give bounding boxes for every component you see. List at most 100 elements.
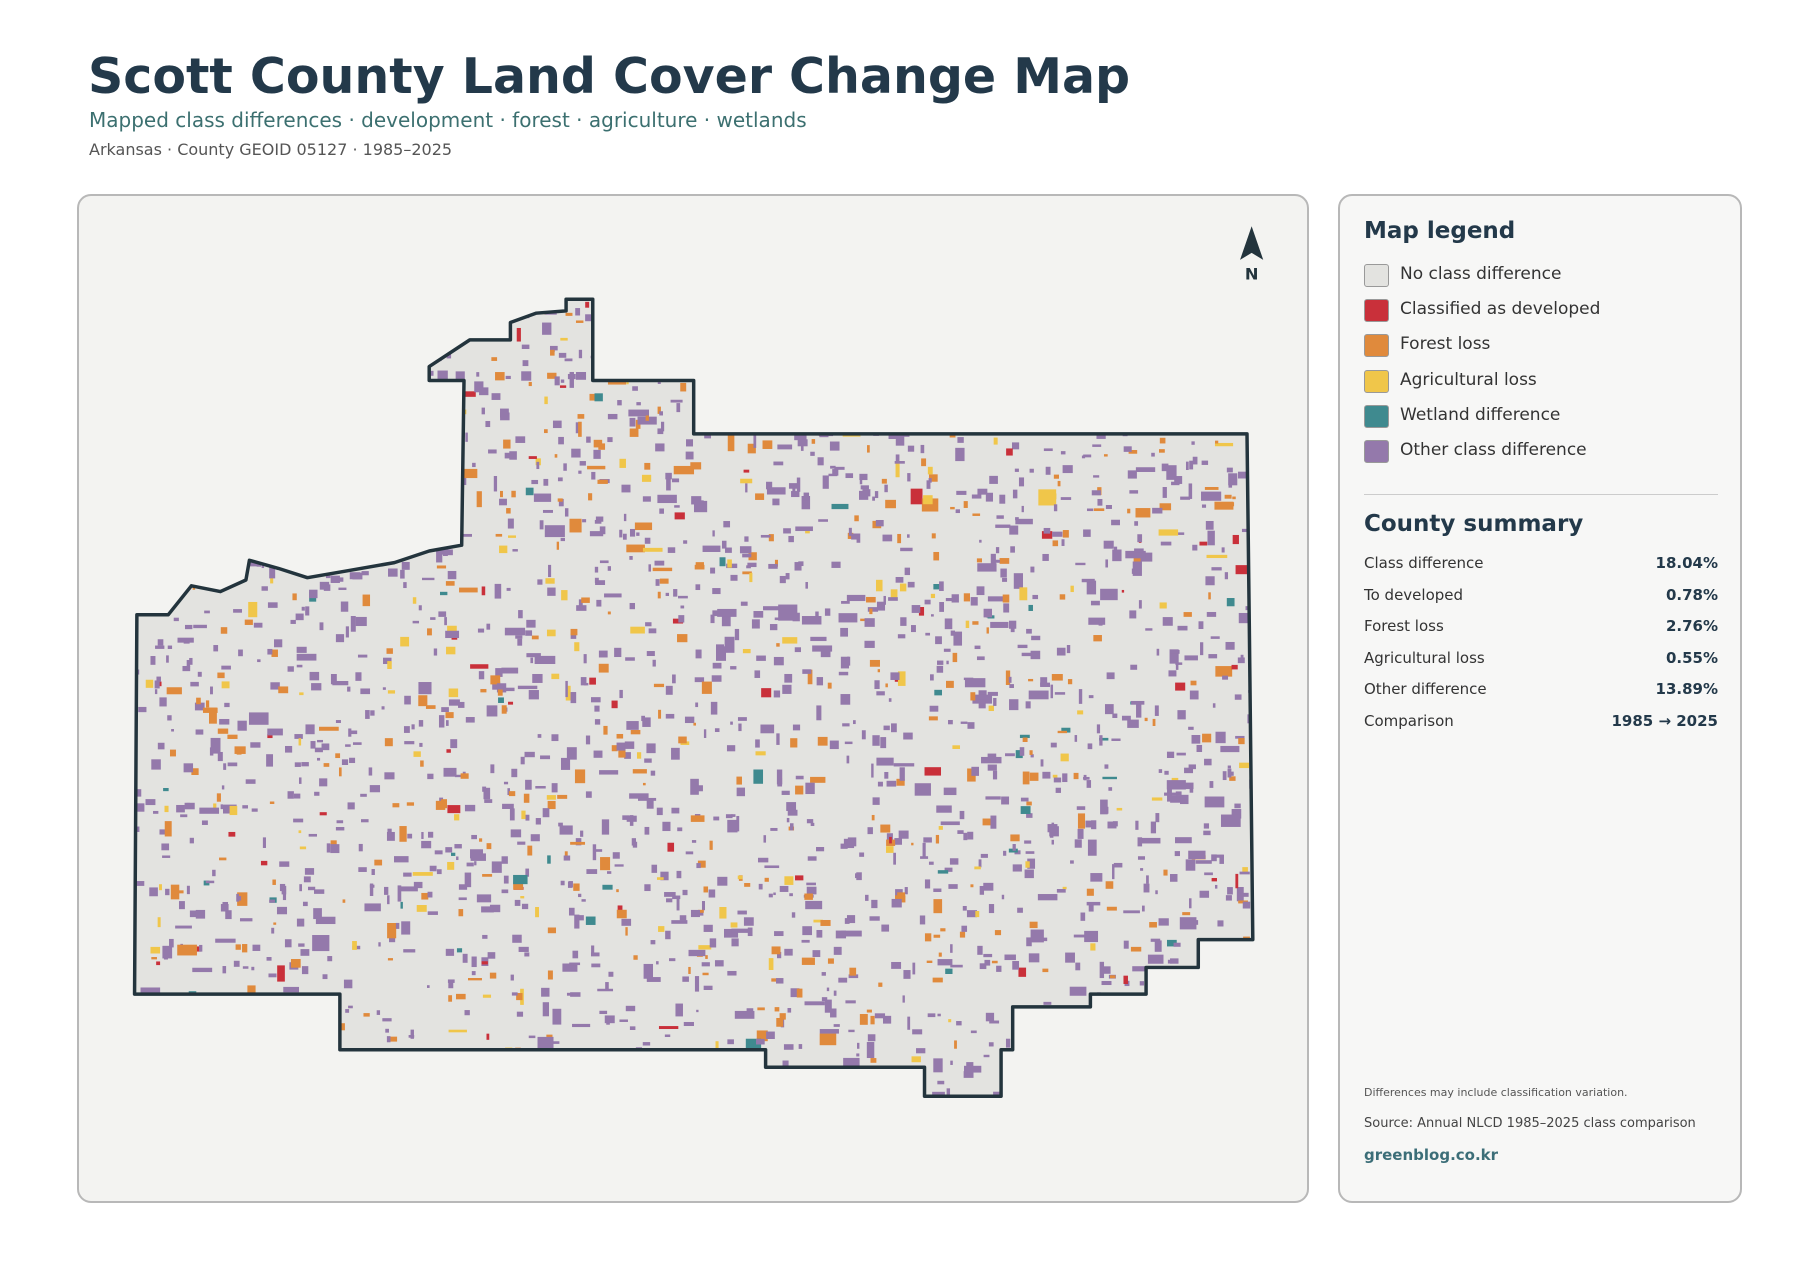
change-patch <box>436 549 443 563</box>
change-patch <box>1078 689 1083 704</box>
change-patch <box>1112 549 1122 562</box>
change-patch <box>250 479 258 485</box>
change-patch <box>298 540 302 549</box>
change-patch <box>232 524 235 528</box>
change-patch <box>490 675 501 685</box>
change-patch <box>1204 758 1212 766</box>
change-patch <box>575 320 584 323</box>
change-patch <box>659 336 667 342</box>
change-patch <box>1047 824 1058 833</box>
change-patch <box>1189 788 1194 793</box>
change-patch <box>1050 742 1057 748</box>
change-patch <box>1059 1070 1070 1076</box>
change-patch <box>776 643 780 647</box>
change-patch <box>488 449 497 454</box>
change-patch <box>1070 585 1074 593</box>
change-patch <box>1026 801 1032 806</box>
change-patch <box>895 454 900 462</box>
change-patch <box>1016 360 1025 377</box>
change-patch <box>755 751 766 756</box>
change-patch <box>531 1064 540 1070</box>
change-patch <box>377 551 387 561</box>
change-patch <box>452 489 461 499</box>
change-patch <box>619 1019 628 1022</box>
change-patch <box>166 1064 172 1074</box>
change-patch <box>345 744 351 747</box>
change-patch <box>340 601 349 612</box>
change-patch <box>1237 657 1245 664</box>
change-patch <box>972 513 981 516</box>
change-patch <box>599 339 608 349</box>
change-patch <box>917 388 927 395</box>
change-patch <box>877 669 881 673</box>
change-patch <box>1201 460 1209 465</box>
change-patch <box>895 461 900 478</box>
change-patch <box>179 1055 188 1064</box>
change-patch <box>1103 540 1114 549</box>
change-patch <box>175 925 192 929</box>
change-patch <box>1214 442 1234 447</box>
change-patch <box>816 328 827 338</box>
change-patch <box>163 468 170 473</box>
change-patch <box>884 484 888 493</box>
change-patch <box>954 1040 957 1049</box>
change-patch <box>559 825 573 835</box>
change-patch <box>486 705 498 717</box>
change-patch <box>1204 486 1219 490</box>
change-patch <box>215 397 235 407</box>
change-patch <box>558 822 563 827</box>
change-patch <box>526 653 541 658</box>
change-patch <box>836 1085 841 1090</box>
change-patch <box>163 586 166 590</box>
change-patch <box>1234 694 1242 700</box>
change-patch <box>191 768 199 776</box>
change-patch <box>920 444 925 454</box>
change-patch <box>400 901 403 909</box>
change-patch <box>978 859 982 868</box>
change-patch <box>1043 527 1051 534</box>
change-patch <box>528 456 537 459</box>
change-patch <box>244 619 253 625</box>
change-patch <box>1055 787 1061 793</box>
change-patch <box>315 301 318 311</box>
change-patch <box>922 842 926 858</box>
change-patch <box>913 333 923 342</box>
legend-label: Other class difference <box>1400 440 1587 460</box>
change-patch <box>727 819 738 833</box>
change-patch <box>276 906 288 915</box>
change-patch <box>386 648 393 654</box>
change-patch <box>1087 839 1097 856</box>
change-patch <box>937 1013 941 1017</box>
change-patch <box>345 626 349 638</box>
change-patch <box>214 388 224 392</box>
change-patch <box>899 390 904 407</box>
change-patch <box>810 776 826 783</box>
change-patch <box>288 316 296 322</box>
change-patch <box>782 637 798 644</box>
change-patch <box>867 343 872 350</box>
change-patch <box>703 924 713 932</box>
change-patch <box>298 830 302 834</box>
change-patch <box>1163 869 1168 876</box>
change-patch <box>298 312 308 316</box>
change-patch <box>1150 938 1161 942</box>
change-patch <box>971 494 982 499</box>
change-patch <box>290 619 296 624</box>
change-patch <box>677 827 683 832</box>
change-patch <box>444 617 447 626</box>
change-patch <box>1076 806 1086 810</box>
change-patch <box>1211 1040 1218 1047</box>
change-patch <box>702 545 721 552</box>
change-patch <box>698 420 702 429</box>
change-patch <box>786 817 790 823</box>
change-patch <box>262 837 266 848</box>
change-patch <box>569 962 581 966</box>
change-patch <box>1191 441 1195 445</box>
change-patch <box>178 901 185 910</box>
change-patch <box>426 312 435 321</box>
change-patch <box>384 886 389 895</box>
change-patch <box>415 371 423 374</box>
change-patch <box>721 540 727 549</box>
change-patch <box>784 948 793 956</box>
change-patch <box>595 516 604 522</box>
